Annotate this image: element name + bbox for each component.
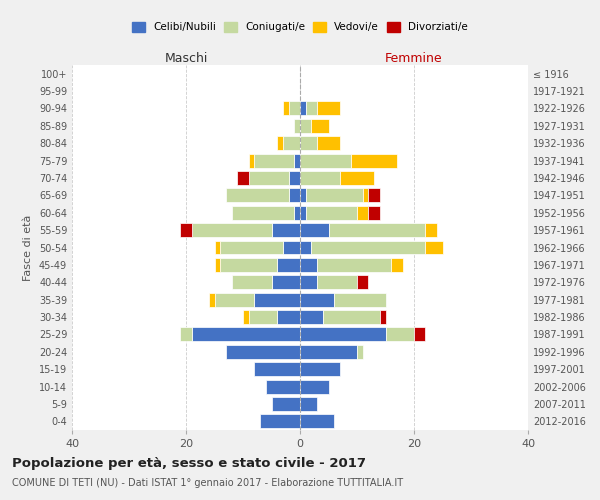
Bar bbox=[300, 223, 329, 237]
Bar bbox=[283, 240, 300, 254]
Bar bbox=[300, 188, 306, 202]
Bar bbox=[300, 258, 317, 272]
Bar bbox=[226, 188, 289, 202]
Bar bbox=[271, 397, 300, 411]
Bar bbox=[323, 310, 380, 324]
Bar bbox=[300, 206, 306, 220]
Bar bbox=[300, 414, 334, 428]
Bar bbox=[220, 258, 277, 272]
Bar bbox=[254, 362, 300, 376]
Bar bbox=[357, 206, 368, 220]
Bar bbox=[289, 102, 300, 116]
Bar bbox=[300, 345, 357, 358]
Bar bbox=[300, 119, 311, 133]
Bar bbox=[414, 328, 425, 342]
Bar bbox=[300, 362, 340, 376]
Bar bbox=[295, 206, 300, 220]
Bar bbox=[306, 188, 362, 202]
Bar bbox=[317, 102, 340, 116]
Bar bbox=[300, 397, 317, 411]
Bar bbox=[254, 154, 295, 168]
Bar bbox=[226, 345, 300, 358]
Bar bbox=[260, 414, 300, 428]
Bar bbox=[232, 206, 295, 220]
Bar bbox=[425, 240, 443, 254]
Bar bbox=[386, 328, 414, 342]
Bar bbox=[266, 380, 300, 394]
Legend: Celibi/Nubili, Coniugati/e, Vedovi/e, Divorziati/e: Celibi/Nubili, Coniugati/e, Vedovi/e, Di… bbox=[129, 19, 471, 36]
Bar bbox=[300, 310, 323, 324]
Bar bbox=[289, 188, 300, 202]
Bar bbox=[243, 310, 249, 324]
Bar bbox=[306, 206, 357, 220]
Bar bbox=[300, 102, 306, 116]
Bar bbox=[215, 292, 254, 306]
Text: Popolazione per età, sesso e stato civile - 2017: Popolazione per età, sesso e stato civil… bbox=[12, 458, 366, 470]
Bar bbox=[277, 258, 300, 272]
Bar bbox=[289, 171, 300, 185]
Bar bbox=[357, 276, 368, 289]
Bar bbox=[368, 188, 380, 202]
Y-axis label: Fasce di età: Fasce di età bbox=[23, 214, 33, 280]
Bar bbox=[192, 328, 300, 342]
Bar bbox=[277, 310, 300, 324]
Bar bbox=[254, 292, 300, 306]
Bar bbox=[271, 276, 300, 289]
Bar bbox=[249, 171, 289, 185]
Bar bbox=[300, 380, 329, 394]
Bar bbox=[209, 292, 215, 306]
Bar bbox=[180, 328, 192, 342]
Bar bbox=[192, 223, 271, 237]
Bar bbox=[311, 119, 329, 133]
Text: Femmine: Femmine bbox=[385, 52, 443, 65]
Bar bbox=[300, 240, 311, 254]
Bar bbox=[283, 136, 300, 150]
Bar bbox=[311, 240, 425, 254]
Bar bbox=[329, 223, 425, 237]
Bar bbox=[249, 310, 277, 324]
Y-axis label: Anni di nascita: Anni di nascita bbox=[596, 206, 600, 289]
Bar bbox=[380, 310, 386, 324]
Bar bbox=[334, 292, 386, 306]
Bar bbox=[317, 258, 391, 272]
Bar bbox=[215, 258, 220, 272]
Bar bbox=[317, 276, 357, 289]
Bar bbox=[215, 240, 220, 254]
Bar bbox=[300, 136, 317, 150]
Bar bbox=[357, 345, 362, 358]
Bar bbox=[271, 223, 300, 237]
Bar bbox=[249, 154, 254, 168]
Bar bbox=[368, 206, 380, 220]
Bar bbox=[300, 292, 334, 306]
Bar bbox=[295, 119, 300, 133]
Bar bbox=[300, 171, 340, 185]
Bar bbox=[391, 258, 403, 272]
Bar bbox=[232, 276, 271, 289]
Bar bbox=[362, 188, 368, 202]
Bar bbox=[300, 154, 352, 168]
Bar bbox=[300, 276, 317, 289]
Bar bbox=[340, 171, 374, 185]
Bar bbox=[306, 102, 317, 116]
Bar bbox=[220, 240, 283, 254]
Bar bbox=[425, 223, 437, 237]
Bar bbox=[352, 154, 397, 168]
Bar bbox=[238, 171, 249, 185]
Bar bbox=[277, 136, 283, 150]
Text: COMUNE DI TETI (NU) - Dati ISTAT 1° gennaio 2017 - Elaborazione TUTTITALIA.IT: COMUNE DI TETI (NU) - Dati ISTAT 1° genn… bbox=[12, 478, 403, 488]
Bar bbox=[180, 223, 192, 237]
Bar bbox=[295, 154, 300, 168]
Bar bbox=[300, 328, 386, 342]
Bar bbox=[283, 102, 289, 116]
Text: Maschi: Maschi bbox=[164, 52, 208, 65]
Bar bbox=[317, 136, 340, 150]
